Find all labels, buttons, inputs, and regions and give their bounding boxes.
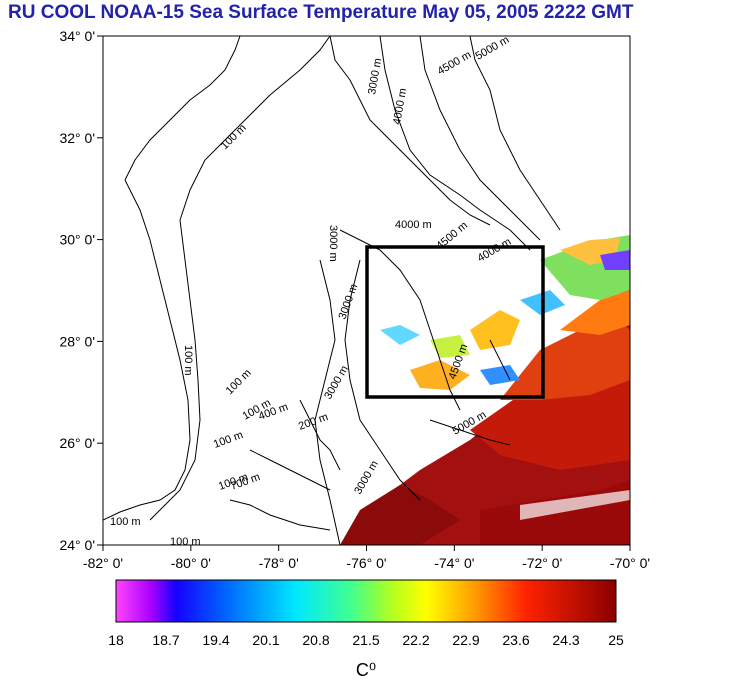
lon-tick-label: -72° 0'	[522, 555, 562, 571]
lon-tick-label: -74° 0'	[434, 555, 474, 571]
study-area-box	[365, 245, 545, 399]
colorbar-unit: C⁰	[356, 660, 376, 680]
lat-tick-label: 32° 0'	[59, 130, 95, 146]
contour-label: 4500 m	[436, 49, 474, 78]
lon-tick-label: -70° 0'	[610, 555, 650, 571]
colorbar-tick-label: 19.4	[202, 632, 229, 648]
colorbar-tick-label: 25	[608, 632, 624, 648]
colorbar-tick-label: 22.2	[402, 632, 429, 648]
contour-label: 100 m	[219, 122, 249, 152]
lon-tick-label: -76° 0'	[346, 555, 386, 571]
contour-label: 3000 m	[327, 225, 339, 262]
colorbar-tick-label: 20.1	[252, 632, 279, 648]
sst-field	[340, 235, 630, 545]
contour-label: 100 m	[212, 429, 245, 451]
colorbar-tick-label: 18	[108, 632, 124, 648]
contour-label: 3000 m	[352, 459, 381, 497]
contour-label: 3000 m	[366, 57, 384, 95]
contour-label: 100 m	[224, 367, 254, 397]
colorbar	[115, 579, 617, 623]
lat-tick-label: 26° 0'	[59, 435, 95, 451]
lat-tick-label: 30° 0'	[59, 232, 95, 248]
contour-label: 200 m	[297, 411, 330, 433]
contour-label: 5000 m	[474, 34, 512, 63]
contour-lines	[103, 36, 561, 545]
colorbar-ticks: 18 18.7 19.4 20.1 20.8 21.5 22.2 22.9 23.6 24.3 25	[108, 632, 624, 648]
colorbar-tick-label: 24.3	[552, 632, 579, 648]
lat-axis: 34° 0' 32° 0' 30° 0' 28° 0' 26° 0' 24° 0'	[59, 28, 103, 553]
chart-title: RU COOL NOAA-15 Sea Surface Temperature …	[8, 2, 634, 23]
lat-tick-label: 28° 0'	[59, 333, 95, 349]
lat-tick-label: 34° 0'	[59, 28, 95, 44]
colorbar-tick-label: 23.6	[502, 632, 529, 648]
contour-label: 4000 m	[391, 87, 409, 125]
colorbar-tick-label: 20.8	[302, 632, 329, 648]
lon-tick-label: -82° 0'	[83, 555, 123, 571]
colorbar-tick-label: 18.7	[152, 632, 179, 648]
contour-label: 100 m	[170, 536, 201, 548]
colorbar-tick-label: 21.5	[352, 632, 379, 648]
contour-label: 100 m	[110, 516, 141, 528]
lat-tick-label: 24° 0'	[59, 537, 95, 553]
contour-label: 4000 m	[395, 219, 432, 231]
colorbar-tick-label: 22.9	[452, 632, 479, 648]
lon-axis: -82° 0' -80° 0' -78° 0' -76° 0' -74° 0' -72° …	[83, 545, 650, 571]
lon-tick-label: -80° 0'	[171, 555, 211, 571]
contour-label: 4000 m	[476, 236, 514, 265]
contour-label: 3000 m	[322, 364, 351, 402]
contour-label: 3000 m	[337, 282, 361, 321]
contour-label: 100 m	[182, 345, 194, 376]
lon-tick-label: -78° 0'	[259, 555, 299, 571]
